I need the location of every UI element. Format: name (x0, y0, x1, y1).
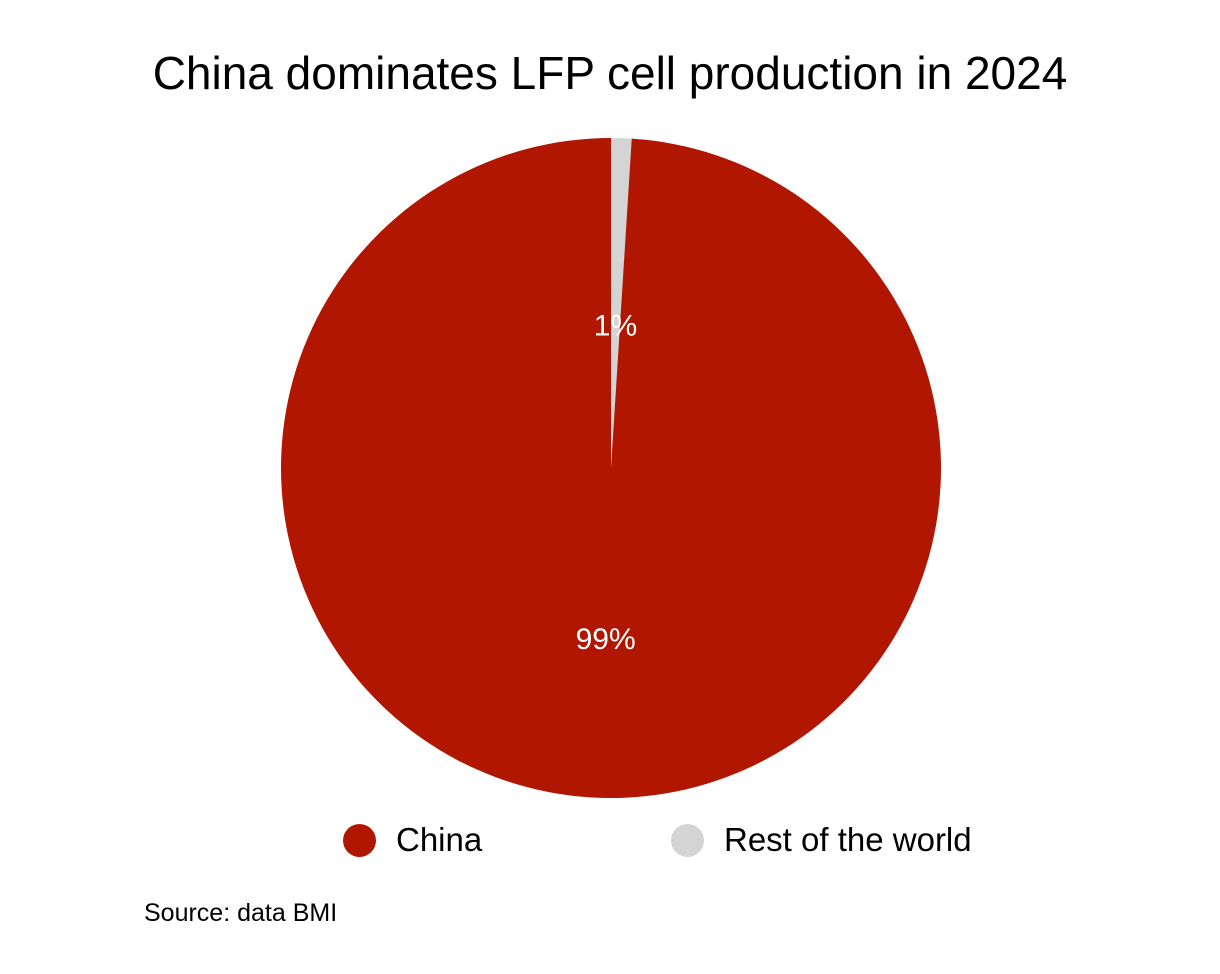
chart-legend: China Rest of the world (0, 815, 1220, 865)
legend-item-rest-of-world: Rest of the world (671, 815, 972, 865)
pie-slice-labels: 1% 99% (576, 310, 638, 656)
source-note: Source: data BMI (144, 899, 338, 927)
pie-slices (281, 138, 941, 799)
legend-item-china: China (343, 815, 482, 865)
legend-label-rest-of-world: Rest of the world (724, 821, 972, 858)
chart-title: China dominates LFP cell production in 2… (152, 47, 1068, 99)
slice-label-rest-of-the-world: 1% (594, 310, 637, 343)
pie-slice-rest-of-the-world (611, 138, 632, 468)
legend-label-china: China (396, 821, 483, 858)
pie-slice-china (281, 138, 941, 799)
legend-swatch-rest-of-world (671, 823, 704, 857)
legend-swatch-china (343, 823, 376, 857)
slice-label-china: 99% (576, 623, 636, 656)
